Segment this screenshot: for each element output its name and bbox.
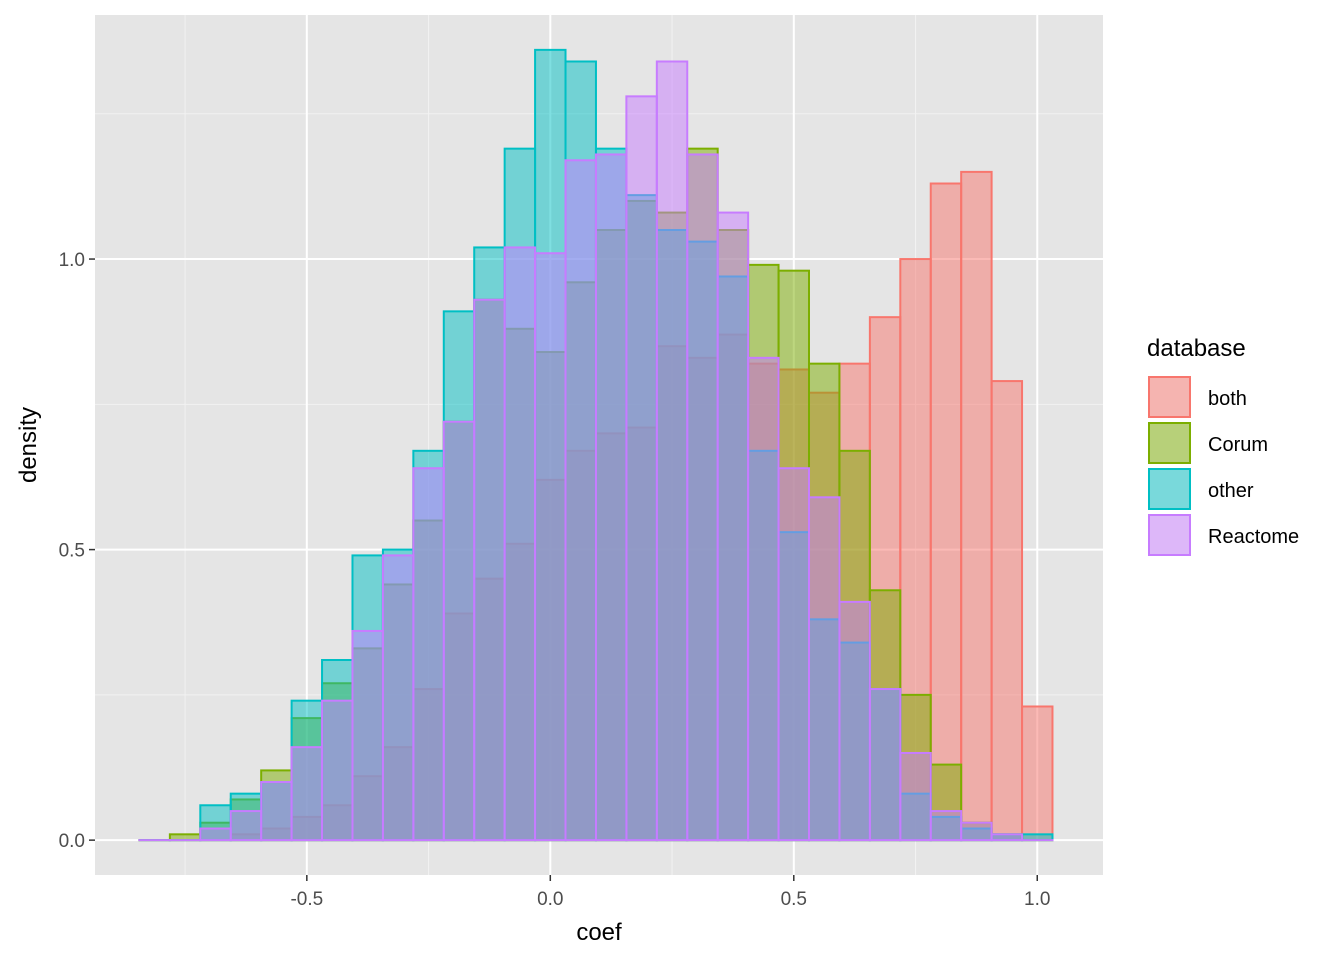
legend-label: Corum [1208, 434, 1268, 456]
bar [747, 356, 780, 842]
bar [990, 380, 1024, 842]
bar [960, 170, 993, 842]
bar [321, 699, 354, 842]
bars [138, 48, 1054, 842]
bar [716, 211, 750, 842]
bar [686, 153, 719, 842]
bar [990, 833, 1024, 842]
legend-items: both Corum other Reactome [1148, 376, 1299, 556]
bar [503, 246, 537, 842]
bar [199, 827, 232, 842]
bar [534, 252, 567, 842]
bar [655, 60, 689, 842]
x-tick-label: 1.0 [1024, 889, 1050, 910]
bar [564, 159, 597, 842]
y-tick-label: 1.0 [59, 250, 85, 271]
bar [625, 95, 658, 842]
bar [594, 153, 628, 842]
bar [412, 467, 445, 842]
bar [960, 821, 993, 842]
legend-item-both: both [1148, 376, 1247, 418]
legend-item-other: other [1148, 468, 1254, 510]
bar [929, 182, 963, 842]
legend-key [1148, 468, 1191, 510]
legend-key [1148, 422, 1191, 464]
bar [838, 600, 871, 842]
bar [290, 746, 324, 842]
bar [442, 420, 476, 842]
legend-label: both [1208, 388, 1247, 410]
y-tick-label: 0.0 [59, 831, 85, 852]
legend: database both Corum other Reactome [1147, 335, 1299, 556]
y-tick-label: 0.5 [59, 541, 85, 562]
x-tick-label: 0.5 [781, 889, 807, 910]
bar [777, 467, 811, 842]
bar [868, 688, 902, 842]
bar [808, 496, 841, 842]
series-reactome [138, 60, 1054, 842]
y-axis-title: density [15, 407, 42, 483]
bar [899, 751, 932, 842]
legend-item-corum: Corum [1148, 422, 1268, 464]
legend-key [1148, 376, 1191, 418]
legend-label: other [1208, 480, 1254, 502]
x-axis-title: coef [576, 919, 622, 946]
legend-key [1148, 514, 1191, 556]
bar [229, 810, 263, 842]
bar [351, 629, 384, 842]
bar [260, 781, 293, 842]
x-tick-label: 0.0 [537, 889, 563, 910]
legend-item-reactome: Reactome [1148, 514, 1299, 556]
legend-label: Reactome [1208, 526, 1299, 548]
legend-title: database [1147, 335, 1246, 362]
x-tick-label: -0.5 [290, 889, 323, 910]
axes: -0.5 0.0 0.5 1.0 0.0 0.5 1.0 [59, 250, 1051, 910]
bar [1021, 705, 1054, 842]
bar [381, 554, 415, 842]
bar [473, 298, 506, 842]
bar [929, 810, 963, 842]
